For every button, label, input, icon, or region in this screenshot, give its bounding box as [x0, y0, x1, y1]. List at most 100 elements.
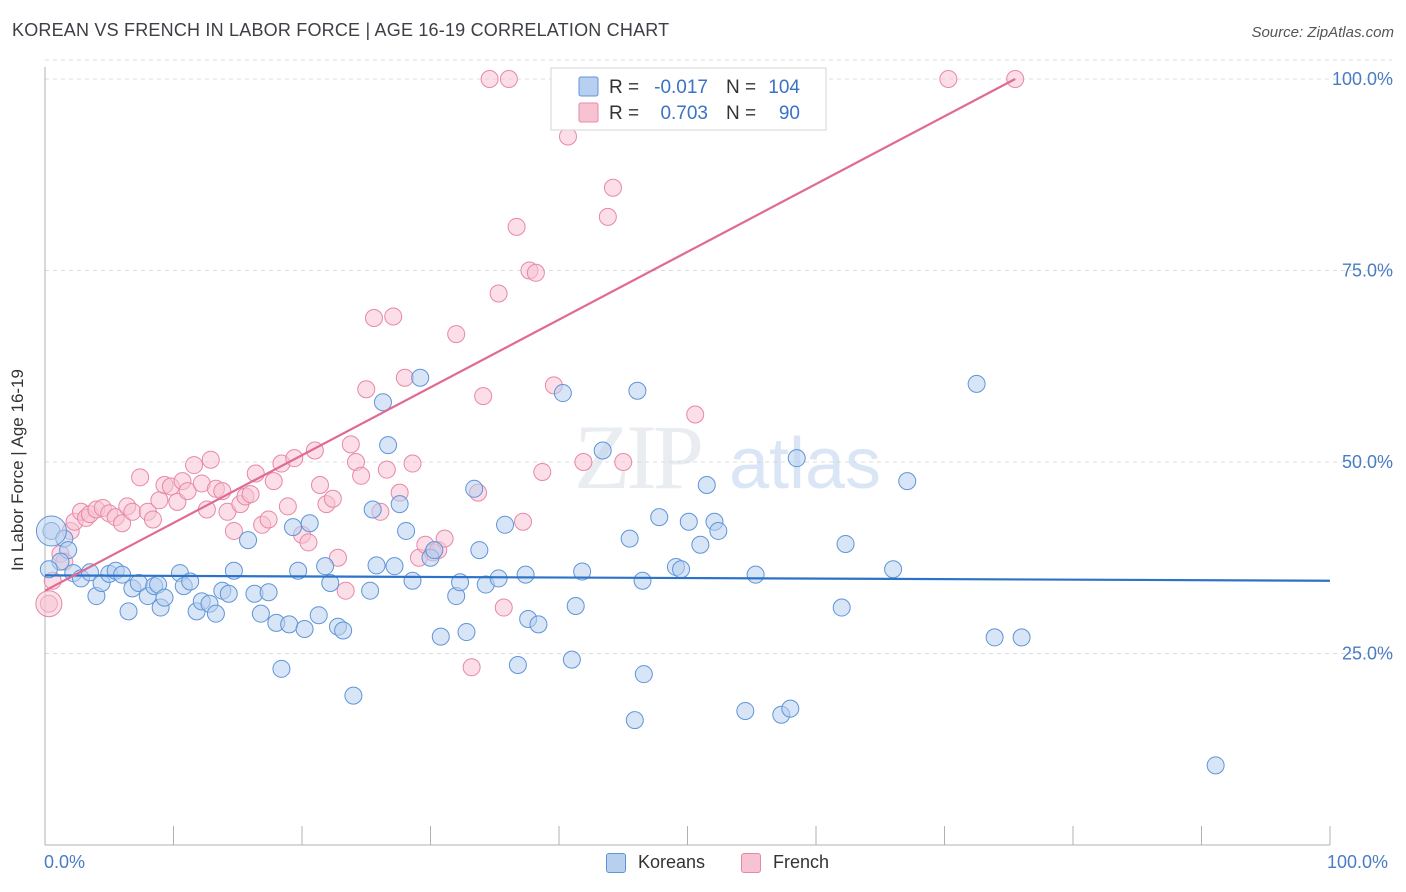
- french-point-large: [35, 590, 63, 618]
- koreans-point: [403, 571, 422, 590]
- french-point: [603, 178, 622, 197]
- bottom-legend-koreans-swatch: [606, 852, 626, 873]
- french-point: [328, 548, 347, 567]
- koreans-trendline: [44, 574, 1331, 582]
- koreans-point: [496, 515, 515, 534]
- koreans-point: [679, 512, 698, 531]
- legend-koreans-r-value: -0.017: [654, 77, 708, 98]
- french-point: [299, 533, 318, 552]
- koreans-point: [836, 534, 855, 553]
- koreans-point: [385, 557, 404, 576]
- french-point: [533, 462, 552, 481]
- french-point: [598, 207, 617, 226]
- legend-french-n-value: 90: [779, 103, 800, 124]
- french-point: [939, 70, 958, 88]
- french-point: [259, 510, 278, 529]
- koreans-point: [672, 560, 691, 579]
- french-point: [507, 217, 526, 236]
- koreans-point: [239, 531, 258, 550]
- french-point: [395, 368, 414, 387]
- koreans-point: [573, 562, 592, 581]
- french-point: [178, 482, 197, 501]
- watermark-zip: ZIP: [574, 406, 701, 508]
- french-point: [384, 307, 403, 326]
- koreans-point: [697, 475, 716, 494]
- koreans-point: [457, 623, 476, 642]
- french-point: [474, 387, 493, 406]
- bottom-legend-koreans: Koreans: [606, 852, 705, 873]
- koreans-point: [344, 686, 363, 705]
- koreans-point: [295, 619, 314, 638]
- y-tick-label: 25.0%: [1342, 644, 1393, 664]
- koreans-point: [259, 583, 278, 602]
- y-tick-label: 100.0%: [1332, 69, 1393, 89]
- koreans-point: [691, 535, 710, 554]
- koreans-point: [898, 472, 917, 491]
- koreans-point: [516, 565, 535, 584]
- french-point: [377, 460, 396, 479]
- legend-french-r-label: R =: [609, 103, 639, 124]
- koreans-point: [628, 381, 647, 400]
- legend-koreans-n-value: 104: [768, 77, 800, 98]
- french-point: [489, 284, 508, 303]
- koreans-point: [634, 665, 653, 684]
- koreans-point: [397, 521, 416, 540]
- french-point: [310, 475, 329, 494]
- bottom-legend-french-swatch: [741, 852, 761, 873]
- gridlines: [45, 59, 1392, 654]
- koreans-point: [379, 436, 398, 455]
- french-point: [241, 485, 260, 504]
- french-point: [185, 456, 204, 475]
- koreans-point: [470, 541, 489, 560]
- watermark-atlas: atlas: [729, 424, 881, 504]
- koreans-point: [181, 572, 200, 591]
- bottom-legend-koreans-label: Koreans: [638, 852, 706, 872]
- french-trendline: [44, 78, 1016, 592]
- legend-koreans-n-label: N =: [726, 77, 756, 98]
- bottom-legend-french-label: French: [773, 852, 830, 872]
- koreans-point: [390, 495, 409, 514]
- watermark: ZIP atlas: [574, 406, 881, 508]
- koreans-point: [280, 615, 299, 634]
- koreans-points: [35, 368, 1225, 775]
- french-point: [480, 70, 499, 88]
- koreans-point: [272, 659, 291, 678]
- koreans-point: [155, 588, 174, 607]
- koreans-point: [425, 541, 444, 560]
- french-point: [514, 512, 533, 531]
- legend-box: R = -0.017 N = 104 R = 0.703 N = 90: [550, 67, 827, 131]
- french-point: [201, 450, 220, 469]
- koreans-point: [562, 650, 581, 669]
- french-point: [113, 514, 132, 533]
- french-point: [686, 405, 705, 424]
- koreans-point: [119, 602, 138, 621]
- koreans-point: [781, 699, 800, 718]
- french-point: [526, 263, 545, 282]
- french-point: [131, 468, 150, 487]
- koreans-point: [633, 571, 652, 590]
- legend-french-n-label: N =: [726, 103, 756, 124]
- koreans-point: [746, 565, 765, 584]
- koreans-point: [465, 479, 484, 498]
- french-point: [499, 70, 518, 88]
- koreans-point: [709, 521, 728, 540]
- french-point: [435, 529, 454, 548]
- koreans-point: [593, 441, 612, 460]
- french-point: [264, 472, 283, 491]
- koreans-point: [431, 627, 450, 646]
- bottom-legend-french: French: [741, 852, 829, 873]
- chart-title: KOREAN VS FRENCH IN LABOR FORCE | AGE 16…: [12, 20, 670, 40]
- koreans-point: [650, 508, 669, 527]
- bottom-legend: Koreans French: [0, 852, 1406, 878]
- chart-source: Source: ZipAtlas.com: [1251, 24, 1394, 41]
- koreans-point: [321, 574, 340, 593]
- x-tick-label-min: 0.0%: [44, 852, 86, 872]
- koreans-point: [361, 581, 380, 600]
- koreans-point: [224, 561, 243, 580]
- koreans-point: [300, 514, 319, 533]
- koreans-point: [967, 374, 986, 393]
- koreans-point: [1012, 628, 1031, 647]
- koreans-point-large: [35, 515, 67, 547]
- french-point: [278, 497, 297, 516]
